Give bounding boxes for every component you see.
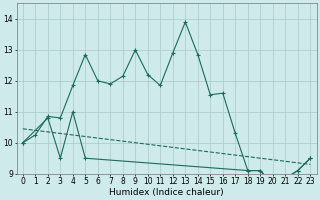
X-axis label: Humidex (Indice chaleur): Humidex (Indice chaleur) bbox=[109, 188, 224, 197]
